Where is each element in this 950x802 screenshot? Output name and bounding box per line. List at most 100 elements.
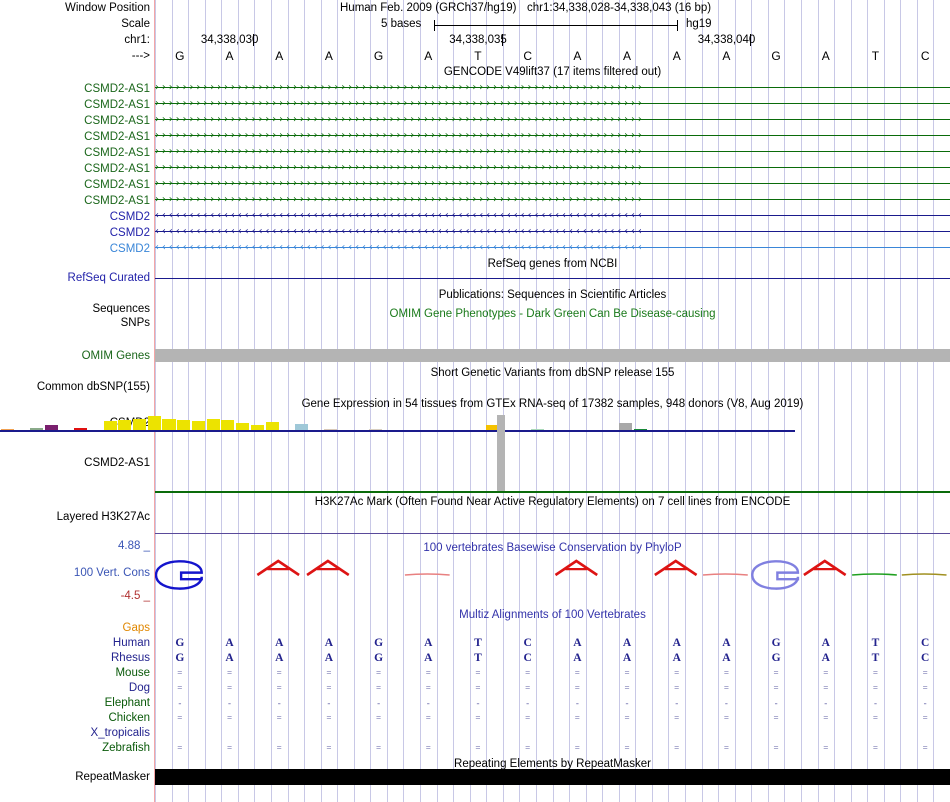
- gene-label-csmd2-as1[interactable]: CSMD2-AS1: [84, 163, 150, 175]
- ruler-tick-mark: [501, 34, 503, 46]
- gtex-bar[interactable]: [29, 427, 44, 432]
- gtex-bar[interactable]: [103, 420, 117, 432]
- multiz-base: =: [922, 683, 928, 693]
- layered-h3k27ac-label[interactable]: Layered H3K27Ac: [56, 511, 150, 523]
- sequences-label[interactable]: Sequences: [92, 303, 150, 315]
- ruler-tick: 34,338,030: [200, 34, 259, 46]
- scale-label: Scale: [121, 18, 150, 30]
- gtex-bar[interactable]: [618, 423, 632, 432]
- gtex-bar[interactable]: [44, 424, 58, 432]
- gene-label-csmd2-as1[interactable]: CSMD2-AS1: [84, 131, 150, 143]
- multiz-base: =: [226, 743, 233, 753]
- gtex-bar[interactable]: [486, 424, 500, 432]
- gene-feature-row[interactable]: ››››››››››››››››››››››››››››››››››››››››…: [155, 178, 950, 189]
- gene-feature-row[interactable]: ››››››››››››››››››››››››››››››››››››››››…: [155, 194, 950, 205]
- gridline: [917, 0, 918, 802]
- multiz-species-label-x_tropicalis[interactable]: X_tropicalis: [90, 727, 150, 739]
- gtex-bar[interactable]: [206, 419, 220, 432]
- gene-label-csmd2-as1[interactable]: CSMD2-AS1: [84, 115, 150, 127]
- gridline: [784, 0, 785, 802]
- gtex-track-title[interactable]: Gene Expression in 54 tissues from GTEx …: [301, 398, 804, 410]
- conservation-label[interactable]: 100 Vert. Cons: [73, 567, 150, 579]
- gene-label-csmd2[interactable]: CSMD2: [109, 211, 150, 223]
- multiz-base: -: [327, 698, 331, 708]
- gtex-bar[interactable]: [236, 423, 250, 432]
- omim-genes-label[interactable]: OMIM Genes: [81, 350, 150, 362]
- gene-feature-row[interactable]: ››››››››››››››››››››››››››››››››››››››››…: [155, 114, 950, 125]
- gtex-bar[interactable]: [221, 420, 235, 432]
- gencode-track-title[interactable]: GENCODE V49lift37 (17 items filtered out…: [443, 66, 662, 78]
- gtex-bar[interactable]: [265, 422, 279, 432]
- gene-feature-row[interactable]: ‹‹‹‹‹‹‹‹‹‹‹‹‹‹‹‹‹‹‹‹‹‹‹‹‹‹‹‹‹‹‹‹‹‹‹‹‹‹‹‹…: [155, 242, 950, 253]
- gtex-bar[interactable]: [162, 419, 176, 432]
- snps-label[interactable]: SNPs: [120, 317, 150, 329]
- gene-axis-line: [155, 87, 950, 88]
- gene-label-csmd2[interactable]: CSMD2: [109, 243, 150, 255]
- multiz-species-label-mouse[interactable]: Mouse: [115, 667, 150, 679]
- gene-feature-row[interactable]: ››››››››››››››››››››››››››››››››››››››››…: [155, 82, 950, 93]
- gene-feature-row[interactable]: ››››››››››››››››››››››››››››››››››››››››…: [155, 162, 950, 173]
- gene-feature-row[interactable]: ››››››››››››››››››››››››››››››››››››››››…: [155, 146, 950, 157]
- multiz-base: =: [326, 713, 332, 723]
- arrow-right-icon: ››››››››››››››››››››››››››››››››››››››››…: [155, 114, 645, 125]
- gene-feature-row[interactable]: ››››››››››››››››››››››››››››››››››››››››…: [155, 98, 950, 109]
- conservation-glyph--: [901, 573, 947, 576]
- gene-axis-line: [155, 231, 950, 232]
- gridline: [536, 0, 537, 802]
- refseq-track-title[interactable]: RefSeq genes from NCBI: [487, 258, 618, 270]
- gridline: [884, 0, 885, 802]
- multiz-base: =: [823, 743, 829, 753]
- multiz-species-label-zebrafish[interactable]: Zebrafish: [102, 742, 150, 754]
- gene-feature-row[interactable]: ‹‹‹‹‹‹‹‹‹‹‹‹‹‹‹‹‹‹‹‹‹‹‹‹‹‹‹‹‹‹‹‹‹‹‹‹‹‹‹‹…: [155, 210, 950, 221]
- gridline: [288, 0, 289, 802]
- multiz-base: =: [574, 668, 580, 678]
- gtex-bar[interactable]: [191, 420, 205, 432]
- gene-feature-row[interactable]: ‹‹‹‹‹‹‹‹‹‹‹‹‹‹‹‹‹‹‹‹‹‹‹‹‹‹‹‹‹‹‹‹‹‹‹‹‹‹‹‹…: [155, 226, 950, 237]
- gtex-bar[interactable]: [133, 418, 147, 432]
- gtex-bar[interactable]: [177, 420, 191, 432]
- gaps-label[interactable]: Gaps: [122, 622, 151, 634]
- sequence-base: A: [672, 49, 681, 63]
- gene-label-csmd2-as1[interactable]: CSMD2-AS1: [84, 195, 150, 207]
- repeatmasker-track-title[interactable]: Repeating Elements by RepeatMasker: [454, 758, 651, 770]
- multiz-track-title[interactable]: Multiz Alignments of 100 Vertebrates: [459, 609, 646, 621]
- gtex-bar[interactable]: [147, 416, 161, 432]
- omim-gene-bar[interactable]: [155, 349, 950, 362]
- refseq-curated-label[interactable]: RefSeq Curated: [67, 272, 150, 284]
- multiz-species-label-rhesus[interactable]: Rhesus: [111, 652, 150, 664]
- gene-label-csmd2-as1[interactable]: CSMD2-AS1: [84, 179, 150, 191]
- gtex-bar[interactable]: [250, 425, 264, 432]
- multiz-base: A: [324, 652, 334, 664]
- multiz-species-label-human[interactable]: Human: [112, 637, 150, 649]
- multiz-base: G: [374, 637, 384, 649]
- multiz-base: =: [723, 683, 729, 693]
- h3k27ac-track-title[interactable]: H3K27Ac Mark (Often Found Near Active Re…: [314, 496, 791, 508]
- multiz-species-label-chicken[interactable]: Chicken: [108, 712, 150, 724]
- gene-label-csmd2-as1[interactable]: CSMD2-AS1: [84, 99, 150, 111]
- publications-track-title[interactable]: Publications: Sequences in Scientific Ar…: [438, 289, 667, 301]
- gene-feature-row[interactable]: ››››››››››››››››››››››››››››››››››››››››…: [155, 130, 950, 141]
- gridline: [735, 0, 736, 802]
- common-dbsnp-label[interactable]: Common dbSNP(155): [36, 381, 150, 393]
- gtex-bottom-rule: [155, 491, 950, 493]
- gene-label-csmd2-as1[interactable]: CSMD2-AS1: [84, 147, 150, 159]
- multiz-base: G: [175, 652, 185, 664]
- multiz-base: A: [275, 637, 284, 649]
- multiz-base: A: [225, 637, 234, 649]
- gridline: [619, 0, 620, 802]
- gtex-bar[interactable]: [294, 423, 309, 432]
- repeatmasker-bar[interactable]: [155, 769, 950, 785]
- gtex-bar[interactable]: [118, 420, 132, 432]
- gene-label-csmd2[interactable]: CSMD2: [109, 227, 150, 239]
- conservation-track-title[interactable]: 100 vertebrates Basewise Conservation by…: [423, 542, 682, 554]
- multiz-species-label-elephant[interactable]: Elephant: [104, 697, 150, 709]
- omim-track-title[interactable]: OMIM Gene Phenotypes - Dark Green Can Be…: [389, 308, 716, 320]
- strand-arrow-label: --->: [131, 50, 150, 62]
- gtex-csmd2as1-label[interactable]: CSMD2-AS1: [84, 457, 150, 469]
- gene-label-csmd2-as1[interactable]: CSMD2-AS1: [84, 83, 150, 95]
- dbsnp-track-title[interactable]: Short Genetic Variants from dbSNP releas…: [430, 367, 675, 379]
- multiz-base: =: [922, 668, 928, 678]
- repeatmasker-label[interactable]: RepeatMasker: [75, 771, 150, 783]
- multiz-base: =: [723, 743, 729, 753]
- multiz-species-label-dog[interactable]: Dog: [128, 682, 150, 694]
